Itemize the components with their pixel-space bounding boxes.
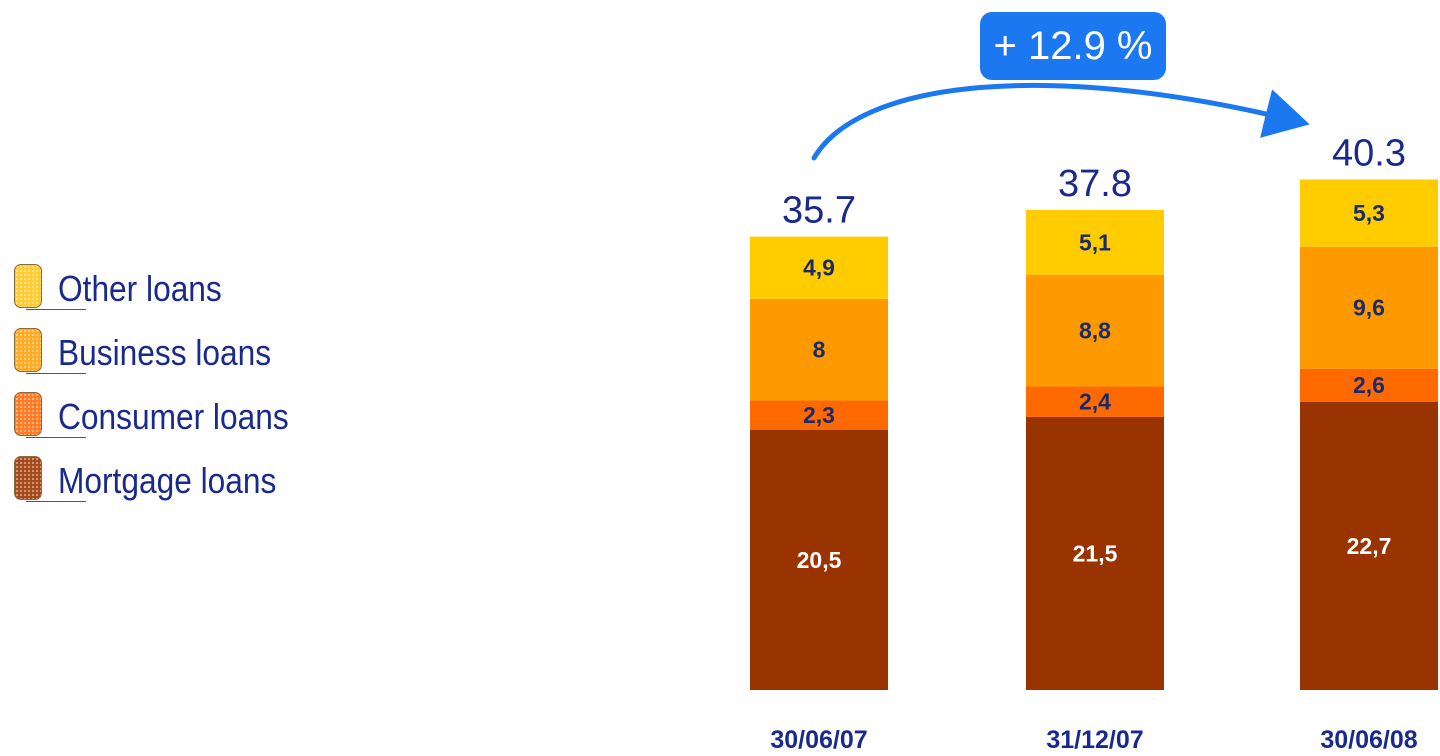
segment-value-label: 2,6 <box>1353 372 1385 398</box>
segment-value-label: 5,1 <box>1079 229 1111 255</box>
legend-label-other-loans: Other loans <box>58 268 222 309</box>
legend-swatch-business-loans <box>14 328 86 374</box>
segment-value-label: 4,9 <box>803 255 835 281</box>
bars-layer: 20,5 2,3 8 4,9 35.7 30/06/07 21,5 2,4 8,8 5,1 37.8… <box>750 132 1438 754</box>
bar-segment <box>1300 368 1438 402</box>
legend-swatch-consumer-loans <box>14 392 86 438</box>
segment-value-label: 8,8 <box>1079 318 1111 344</box>
bar-segment <box>750 400 888 430</box>
segment-value-label: 5,3 <box>1353 200 1385 226</box>
bar-segment <box>1300 246 1438 369</box>
bar-segment <box>1026 386 1164 417</box>
bar-segment <box>750 236 888 299</box>
category-label: 30/06/07 <box>770 726 867 754</box>
bar-total-label: 37.8 <box>1058 163 1132 205</box>
legend-label-consumer-loans: Consumer loans <box>58 396 289 437</box>
segment-value-label: 2,3 <box>803 402 835 428</box>
legend-swatch-other-loans <box>14 264 86 310</box>
bar-segment <box>750 429 888 690</box>
bar-segment <box>1300 179 1438 247</box>
growth-arrow <box>811 82 1310 161</box>
bar-segment <box>1026 274 1164 387</box>
segment-value-label: 2,4 <box>1079 389 1111 415</box>
bar-segment <box>750 298 888 401</box>
segment-value-label: 21,5 <box>1073 540 1118 566</box>
legend-label-mortgage-loans: Mortgage loans <box>58 460 277 501</box>
segment-value-label: 22,7 <box>1347 533 1392 559</box>
segment-value-label: 9,6 <box>1353 295 1385 321</box>
bar-total-label: 35.7 <box>782 190 856 232</box>
bar-segment <box>1026 416 1164 690</box>
category-label: 31/12/07 <box>1046 726 1143 754</box>
legend-label-business-loans: Business loans <box>58 332 272 373</box>
legend-swatch-mortgage-loans <box>14 456 86 502</box>
bar-segment <box>1300 401 1438 690</box>
growth-badge: + 12.9 % <box>980 12 1166 80</box>
segment-value-label: 20,5 <box>797 547 842 573</box>
category-label: 30/06/08 <box>1320 726 1417 754</box>
bar-total-label: 40.3 <box>1332 132 1406 174</box>
segment-value-label: 8 <box>813 337 826 363</box>
bar-segment <box>1026 209 1164 275</box>
